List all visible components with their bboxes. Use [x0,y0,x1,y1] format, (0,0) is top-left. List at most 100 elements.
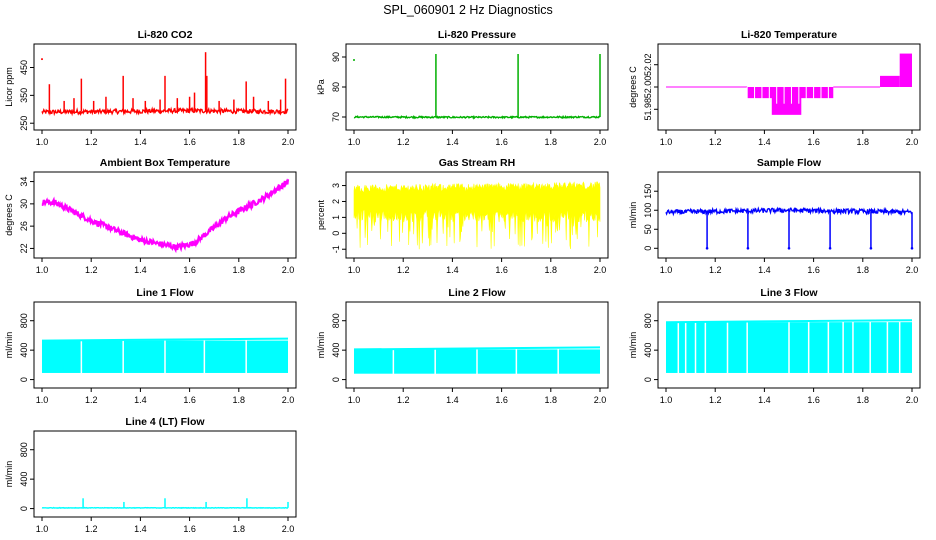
y-tick-label: 100 [643,203,653,218]
y-tick-label: 80 [331,82,341,92]
isolated-point [353,59,355,61]
x-tick-label: 1.6 [495,137,508,147]
x-tick-label: 1.0 [36,524,49,534]
y-tick-label: 52.00 [643,76,653,99]
x-tick-label: 1.6 [807,137,820,147]
x-tick-label: 1.4 [758,395,771,405]
x-tick-label: 1.0 [348,137,361,147]
x-tick-label: 2.0 [594,137,607,147]
x-tick-label: 1.4 [134,265,147,275]
x-tick-label: 1.6 [495,265,508,275]
x-tick-label: 1.2 [397,265,410,275]
panel-title: Line 1 Flow [136,287,194,299]
y-axis-label: kPa [316,79,326,95]
panel-title: Line 2 Flow [448,287,506,299]
x-tick-label: 2.0 [594,265,607,275]
flow-drop-point [910,246,914,250]
plot-frame [345,171,609,259]
x-tick-label: 1.2 [709,395,722,405]
plot-frame [657,301,921,389]
y-tick-label: 51.98 [643,98,653,121]
x-tick-label: 1.4 [446,265,459,275]
x-tick-label: 1.6 [495,395,508,405]
x-tick-label: 1.0 [660,265,673,275]
x-tick-label: 1.8 [233,524,246,534]
x-tick-label: 1.8 [233,265,246,275]
x-tick-label: 1.4 [758,265,771,275]
panel-title: Li-820 CO2 [138,29,193,41]
y-tick-label: 0 [643,377,653,382]
y-tick-label: -1 [331,245,341,253]
panel-title: Line 4 (LT) Flow [125,416,205,428]
y-tick-label: 26 [19,221,29,231]
plot-frame [33,43,297,131]
y-axis-label: Licor ppm [4,67,14,107]
y-tick-label: 3 [331,183,341,188]
y-tick-label: 0 [19,377,29,382]
x-tick-label: 2.0 [906,395,919,405]
x-tick-label: 1.6 [183,137,196,147]
x-tick-label: 1.8 [545,265,558,275]
x-tick-label: 2.0 [282,524,295,534]
y-tick-label: 150 [643,184,653,199]
y-axis-label: ml/min [4,332,14,359]
y-tick-label: 800 [19,313,29,328]
x-tick-label: 2.0 [282,395,295,405]
isolated-point [41,58,43,61]
flow-drop-point [828,246,832,250]
panel-title: Li-820 Temperature [741,29,837,41]
x-tick-label: 1.0 [660,137,673,147]
y-axis-label: ml/min [316,332,326,359]
x-tick-label: 1.2 [709,265,722,275]
x-tick-label: 1.8 [857,395,870,405]
y-tick-label: 2 [331,199,341,204]
x-tick-label: 1.4 [134,137,147,147]
y-tick-label: 400 [19,472,29,487]
x-tick-label: 1.0 [36,137,49,147]
x-tick-label: 1.2 [85,524,98,534]
temp-level-block [899,53,912,87]
flow-band-top [353,346,601,351]
y-tick-label: 30 [19,199,29,209]
flow-drop-point [705,246,709,250]
x-tick-label: 2.0 [906,265,919,275]
y-tick-label: 400 [19,343,29,358]
x-tick-label: 2.0 [282,137,295,147]
y-tick-label: 1 [331,215,341,220]
x-tick-label: 1.2 [85,395,98,405]
rh-band [353,181,601,250]
plot-frame [33,301,297,389]
x-tick-label: 2.0 [906,137,919,147]
x-tick-label: 1.8 [545,137,558,147]
x-tick-label: 1.6 [183,395,196,405]
x-tick-label: 1.8 [233,137,246,147]
plot-frame [33,430,297,518]
panel-title: Gas Stream RH [439,157,515,169]
y-tick-label: 22 [19,243,29,253]
plot-frame [33,171,297,259]
y-axis-label: ml/min [628,332,638,359]
x-tick-label: 1.8 [857,137,870,147]
flow-drop-point [746,246,750,250]
x-tick-label: 1.2 [397,395,410,405]
panel-9: Line 4 (LT) Flow ml/min 1.0 1.2 1.4 1.6 1.8 2.0… [4,416,297,534]
x-tick-label: 1.0 [36,265,49,275]
x-tick-label: 2.0 [282,265,295,275]
x-tick-label: 1.0 [348,395,361,405]
panel-1: Li-820 Pressure kPa 1.0 1.2 1.4 1.6 1.8 2.0 70 80… [316,29,609,147]
flow-band-top [665,319,913,324]
panel-5: Sample Flow ml/min 1.0 1.2 1.4 1.6 1.8 2.0 0 50 10… [628,157,921,275]
y-tick-label: 800 [331,313,341,328]
y-tick-label: 0 [331,231,341,236]
x-tick-label: 1.6 [807,395,820,405]
y-tick-label: 400 [331,343,341,358]
y-tick-label: 50 [643,224,653,234]
flow-band-top [41,337,289,342]
panel-2: Li-820 Temperature degrees C 1.0 1.2 1.4 1.6 1… [628,29,921,147]
x-tick-label: 1.8 [233,395,246,405]
y-tick-label: 450 [19,60,29,75]
y-tick-label: 250 [19,116,29,131]
y-axis-label: degrees C [4,194,14,236]
x-tick-label: 2.0 [594,395,607,405]
x-tick-label: 1.4 [446,395,459,405]
